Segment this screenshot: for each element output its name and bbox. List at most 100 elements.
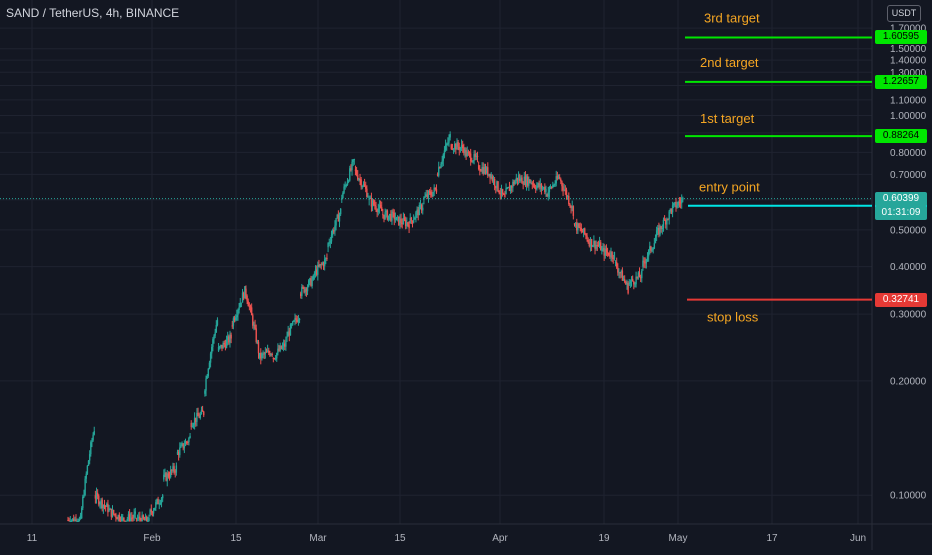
candle-body [463, 148, 465, 154]
candle-body [366, 188, 368, 197]
level-annotation: 2nd target [700, 55, 759, 70]
candle-body [270, 353, 272, 356]
candle-body [581, 231, 584, 233]
candle-body [273, 358, 276, 360]
candle-body [513, 181, 515, 185]
candle-body [342, 192, 344, 199]
candle-body [654, 239, 657, 244]
candle-body [165, 473, 167, 481]
x-tick-label: 15 [394, 533, 406, 544]
candle-body [623, 279, 626, 282]
candle-body [610, 252, 612, 257]
candle-body [568, 196, 570, 204]
candle-body [274, 358, 277, 360]
candle-body [225, 339, 228, 348]
candle-body [315, 269, 318, 275]
candle-body [208, 362, 211, 369]
candle-body [600, 242, 602, 251]
candle-body [322, 263, 325, 267]
candle-body [679, 202, 682, 204]
candle-body [682, 197, 684, 200]
candle-body [631, 278, 634, 282]
candle-body [278, 348, 280, 351]
candle-body [508, 187, 511, 192]
candle-body [164, 473, 166, 475]
x-tick-label: Apr [492, 533, 508, 544]
candle-body [295, 318, 297, 320]
candle-body [236, 315, 238, 318]
candle-body [484, 167, 487, 173]
candle-body [285, 341, 287, 347]
candle-body [96, 492, 99, 497]
candle-body [499, 193, 502, 195]
candle-body [495, 186, 497, 189]
candle-body [126, 519, 129, 521]
candle-body [375, 206, 377, 210]
candle-body [649, 246, 651, 251]
candle-body [108, 509, 110, 511]
candle-body [156, 499, 158, 503]
candle-body [522, 183, 524, 185]
candle-body [75, 519, 77, 522]
candle-body [343, 186, 345, 193]
candle-body [676, 205, 678, 208]
candle-body [200, 409, 203, 414]
candle-body [569, 203, 571, 206]
candle-body [260, 352, 262, 359]
candle-body [161, 495, 164, 499]
candle-body [382, 214, 384, 216]
candle-body [231, 325, 233, 327]
candle-body [249, 306, 252, 308]
candle-body [503, 193, 505, 195]
candle-body [233, 318, 236, 321]
candle-body [133, 513, 135, 518]
candle-body [411, 220, 414, 223]
candle-body [582, 228, 585, 233]
candle-body [639, 277, 642, 279]
candle-body [177, 451, 180, 456]
candle-body [416, 209, 418, 213]
candle-body [88, 454, 91, 461]
candle-body [238, 307, 240, 310]
candle-body [505, 188, 507, 195]
candle-body [651, 249, 653, 251]
candle-body [407, 222, 409, 225]
candle-body [362, 184, 365, 187]
candle-body [297, 319, 300, 322]
y-tick-label: 0.40000 [890, 262, 927, 273]
level-annotation: 3rd target [704, 10, 760, 25]
candle-body [110, 508, 113, 517]
candle-body [139, 516, 141, 520]
candle-body [211, 347, 213, 354]
candle-body [294, 318, 296, 321]
candle-body [485, 167, 488, 173]
symbol-title[interactable]: SAND / TetherUS, 4h, BINANCE [6, 6, 180, 20]
y-tick-label: 0.70000 [890, 170, 927, 181]
candle-body [461, 144, 464, 149]
candle-body [516, 177, 519, 181]
candle-body [539, 183, 541, 188]
candle-body [293, 320, 295, 322]
candle-body [546, 194, 548, 197]
candle-body [615, 262, 618, 268]
candle-body [381, 207, 383, 212]
candle-body [426, 194, 429, 198]
candle-body [190, 422, 192, 428]
candle-body [221, 344, 223, 349]
candle-body [172, 466, 174, 471]
candle-body [355, 169, 358, 176]
candle-body [234, 317, 237, 321]
candle-body [589, 238, 592, 247]
currency-badge[interactable]: USDT [887, 5, 921, 22]
candle-body [433, 187, 435, 192]
candle-body [450, 144, 452, 149]
candle-body [284, 343, 286, 347]
candle-body [204, 390, 206, 394]
level-price-label: 0.32741 [875, 292, 927, 307]
candle-body [473, 153, 475, 161]
candle-body [451, 148, 454, 150]
candle-body [399, 218, 401, 225]
candle-body [351, 161, 353, 170]
